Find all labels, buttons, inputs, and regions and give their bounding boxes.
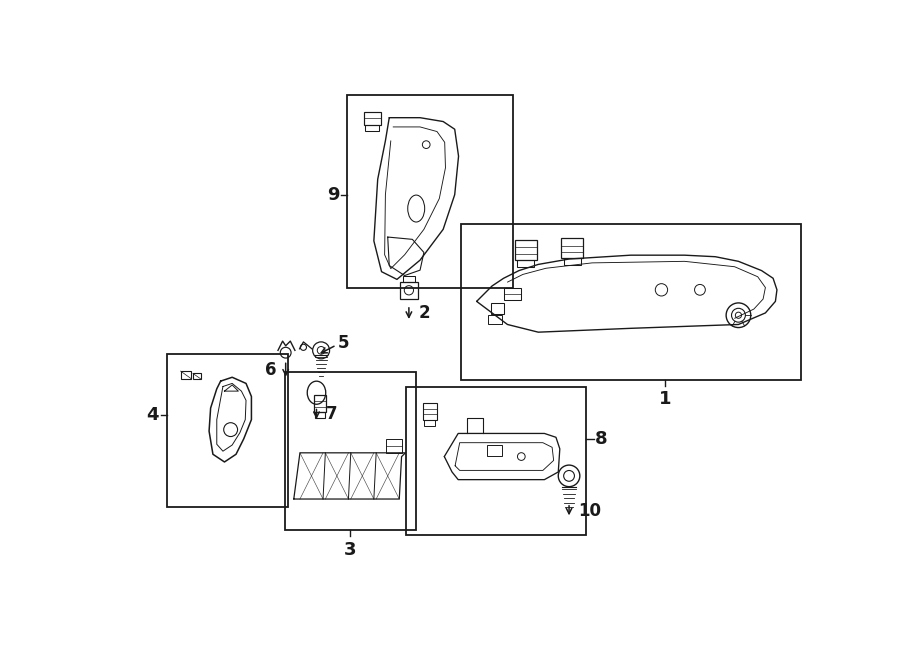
Text: 2: 2 bbox=[418, 303, 430, 322]
Text: 7: 7 bbox=[326, 405, 338, 423]
Text: 4: 4 bbox=[147, 407, 159, 424]
Bar bbox=[461, 224, 801, 379]
Bar bbox=[400, 282, 419, 299]
Bar bbox=[365, 126, 379, 131]
Bar bbox=[193, 373, 201, 379]
Bar bbox=[424, 420, 435, 426]
Text: 5: 5 bbox=[338, 334, 349, 352]
Circle shape bbox=[312, 342, 329, 359]
Bar bbox=[346, 95, 513, 288]
Bar bbox=[504, 288, 520, 300]
Bar bbox=[406, 387, 586, 535]
Bar bbox=[284, 372, 416, 529]
Bar bbox=[386, 439, 401, 453]
Bar bbox=[562, 238, 583, 258]
Bar bbox=[402, 276, 415, 282]
Text: 8: 8 bbox=[595, 430, 608, 448]
Text: 1: 1 bbox=[659, 391, 671, 408]
Bar bbox=[515, 240, 536, 260]
Circle shape bbox=[726, 303, 751, 328]
Bar bbox=[491, 303, 504, 314]
Bar bbox=[315, 412, 325, 418]
Text: 10: 10 bbox=[579, 502, 601, 520]
Text: 9: 9 bbox=[327, 186, 339, 204]
Bar bbox=[423, 403, 436, 420]
Bar bbox=[563, 258, 580, 265]
Bar bbox=[487, 445, 502, 456]
Bar bbox=[181, 371, 192, 379]
Bar bbox=[488, 315, 502, 325]
Text: 3: 3 bbox=[344, 541, 356, 559]
Bar bbox=[364, 112, 381, 126]
Bar bbox=[314, 395, 326, 412]
Circle shape bbox=[558, 465, 580, 486]
Text: 6: 6 bbox=[265, 362, 276, 379]
Bar bbox=[166, 354, 288, 507]
Bar bbox=[518, 260, 535, 267]
